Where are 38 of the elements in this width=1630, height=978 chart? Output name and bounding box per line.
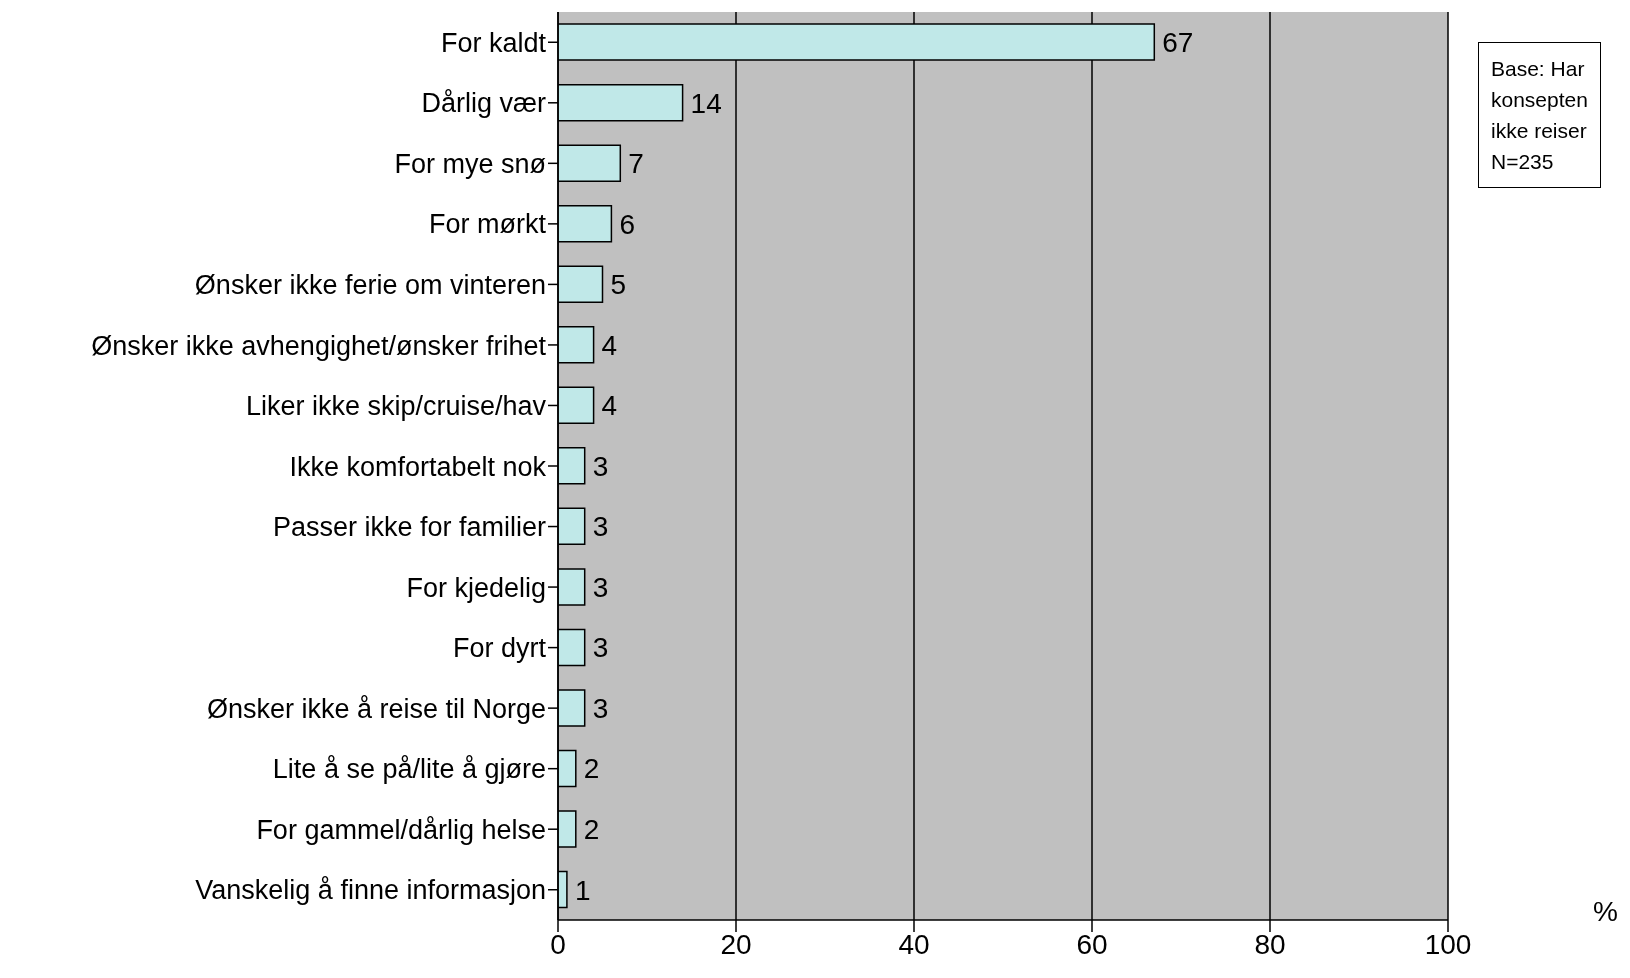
y-tick-label: For dyrt — [452, 633, 547, 664]
y-tick-label: Ønsker ikke ferie om vinteren — [194, 269, 546, 300]
x-tick-label: 80 — [1254, 928, 1286, 960]
y-tick-label: Ønsker ikke avhengighet/ønsker frihet — [91, 330, 547, 361]
x-tick-label: 100 — [1424, 928, 1472, 960]
data-label: 2 — [583, 753, 600, 785]
data-label: 3 — [592, 450, 609, 482]
x-tick-label: 20 — [720, 928, 752, 960]
y-tick-label: For kjedelig — [406, 572, 546, 603]
data-label: 4 — [601, 329, 618, 361]
data-label: 3 — [592, 632, 609, 664]
data-label: 2 — [583, 813, 600, 845]
y-tick-label: Lite å se på/lite å gjøre — [272, 754, 546, 785]
y-tick-label: Passer ikke for familier — [272, 512, 546, 543]
data-label: 1 — [574, 874, 591, 906]
y-tick-label: Ønsker ikke å reise til Norge — [206, 693, 546, 724]
data-label: 3 — [592, 511, 609, 543]
y-tick-label: Vanskelig å finne informasjon — [195, 875, 546, 906]
x-tick-label: 0 — [550, 928, 566, 960]
data-label: 7 — [628, 148, 644, 180]
x-tick-label: 40 — [898, 928, 930, 960]
y-tick-label: For kaldt — [440, 27, 547, 58]
data-label: 4 — [601, 390, 618, 422]
y-tick-label: For mørkt — [429, 209, 547, 240]
y-tick-label: Liker ikke skip/cruise/hav — [245, 391, 547, 422]
y-tick-label: For gammel/dårlig helse — [256, 814, 546, 845]
y-tick-label: Ikke komfortabelt nok — [289, 451, 547, 482]
y-tick-label: For mye snø — [394, 148, 546, 179]
x-tick-label: 60 — [1076, 928, 1108, 960]
data-label: 5 — [610, 269, 627, 301]
data-label: 3 — [592, 692, 609, 724]
data-label: 14 — [690, 87, 722, 119]
x-axis-title: % — [1593, 896, 1618, 928]
data-label: 67 — [1162, 27, 1194, 59]
data-label: 3 — [592, 571, 609, 603]
data-label: 6 — [619, 208, 635, 240]
y-tick-label: Dårlig vær — [421, 88, 546, 119]
text: Base: Har konsepten ikke reiser N=235 — [1478, 42, 1601, 188]
